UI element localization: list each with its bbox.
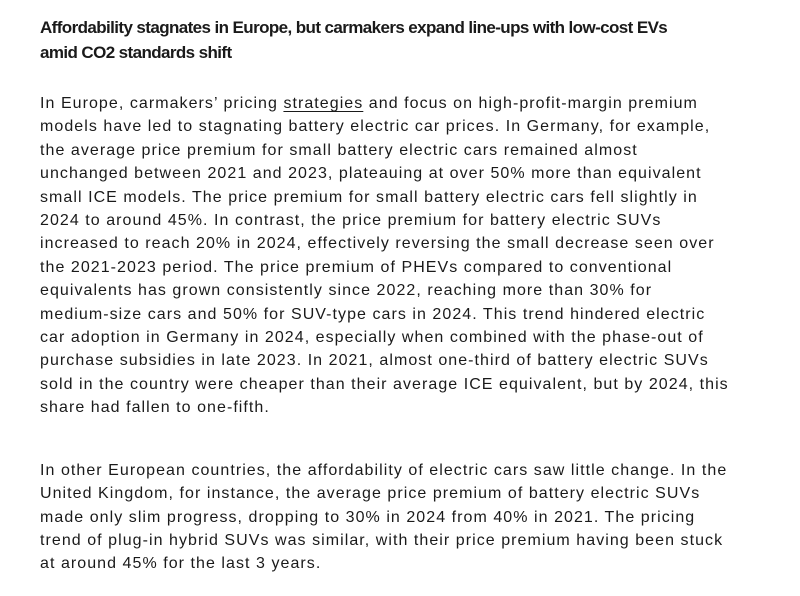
page-title-line-2: amid CO2 standards shift xyxy=(40,43,232,62)
text-line: In Europe, carmakers’ pricing strategies… xyxy=(40,95,698,112)
page-title: Affordability stagnates in Europe, but c… xyxy=(40,15,770,65)
text-line: medium-size cars and 50% for SUV-type ca… xyxy=(40,305,706,323)
text-line: share had fallen to one-fifth. xyxy=(40,399,270,417)
article-body: In Europe, carmakers’ pricing strategies… xyxy=(40,92,770,576)
text-line: equivalents has grown consistently since… xyxy=(40,282,653,300)
text-line: 2024 to around 45%. In contrast, the pri… xyxy=(40,212,662,230)
text-line: purchase subsidies in late 2023. In 2021… xyxy=(40,352,709,370)
text-line: made only slim progress, dropping to 30%… xyxy=(40,508,696,526)
text-line: sold in the country were cheaper than th… xyxy=(40,375,729,393)
page-title-line-1: Affordability stagnates in Europe, but c… xyxy=(40,18,668,37)
text-line: car adoption in Germany in 2024, especia… xyxy=(40,329,704,347)
article-paragraph-1: In Europe, carmakers’ pricing strategies… xyxy=(40,92,770,420)
text-line: trend of plug-in hybrid SUVs was similar… xyxy=(40,531,724,549)
text-line: In other European countries, the afforda… xyxy=(40,461,728,479)
article: Affordability stagnates in Europe, but c… xyxy=(40,15,770,576)
text-line: the average price premium for small batt… xyxy=(40,141,638,159)
text-line: small ICE models. The price premium for … xyxy=(40,188,698,206)
strategies-link[interactable]: strategies xyxy=(283,95,364,112)
article-paragraph-2: In other European countries, the afforda… xyxy=(40,459,770,576)
text-line: models have led to stagnating battery el… xyxy=(40,118,711,136)
text-line: the 2021-2023 period. The price premium … xyxy=(40,258,673,276)
text-line: United Kingdom, for instance, the averag… xyxy=(40,485,701,503)
text-line: increased to reach 20% in 2024, effectiv… xyxy=(40,235,715,253)
text-line: at around 45% for the last 3 years. xyxy=(40,555,322,573)
text-line: unchanged between 2021 and 2023, plateau… xyxy=(40,165,702,183)
